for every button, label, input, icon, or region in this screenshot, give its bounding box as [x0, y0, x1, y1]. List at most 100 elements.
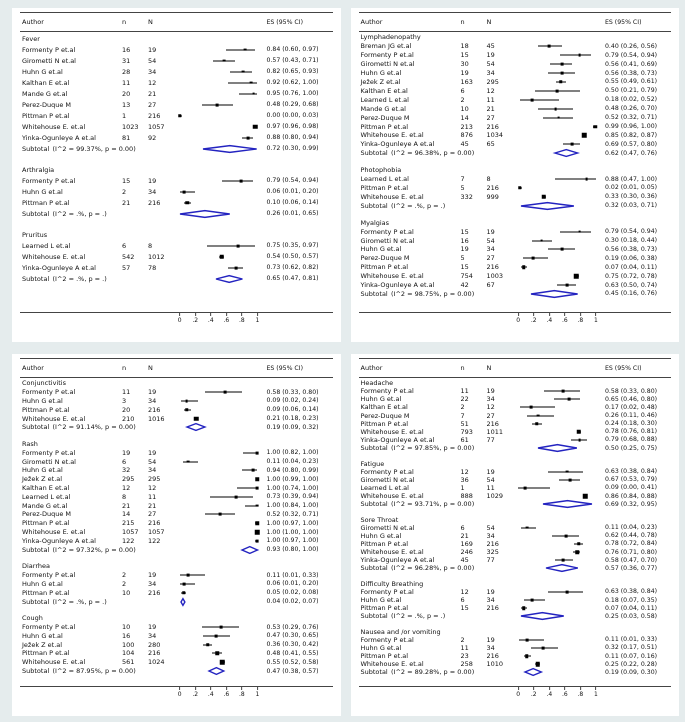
- axis-tick: .4: [208, 313, 214, 324]
- group-label-row: Pruritus: [20, 229, 333, 240]
- study-author: Learned L et.al: [22, 241, 71, 250]
- effect-size-marker: [565, 470, 569, 474]
- study-es-value: 0.05 (0.02, 0.08): [266, 589, 319, 597]
- study-n-value: 57: [122, 263, 131, 272]
- study-n-value: 16: [122, 45, 131, 54]
- group-spacer: [20, 285, 333, 313]
- axis-tick-label: .6: [561, 691, 568, 698]
- ci-plot-cell: [178, 423, 263, 432]
- effect-size-marker: [560, 248, 564, 251]
- effect-size-marker: [177, 113, 182, 118]
- study-n-value: 15: [460, 227, 469, 236]
- study-es-value: 0.55 (0.52, 0.58): [266, 658, 319, 666]
- column-header-row: Author n N ES (95% CI): [358, 12, 671, 32]
- study-N-value: 77: [486, 556, 495, 565]
- subtotal-diamond: [187, 424, 205, 431]
- study-author: Girometti N et.al: [360, 236, 415, 245]
- study-n-value: 12: [460, 587, 469, 596]
- axis-tick: .6: [562, 687, 568, 698]
- study-es-value: 0.88 (0.47, 1.00): [605, 175, 658, 183]
- ci-line: [244, 505, 258, 507]
- study-row: Girometti N et.al 6 54 0.11 (0.04, 0.23): [20, 457, 333, 466]
- study-n-value: 22: [460, 395, 469, 404]
- study-n-value: 163: [460, 77, 473, 86]
- subtotal-es-value: 0.25 (0.03, 0.58): [605, 612, 658, 620]
- study-row: Girometti N et.al 6 54 0.11 (0.04, 0.23): [359, 524, 672, 532]
- study-N-value: 34: [486, 596, 495, 604]
- study-es-value: 0.18 (0.02, 0.52): [605, 96, 658, 104]
- subtotal-label: Subtotal (I^2 = 96.28%, p = 0.00): [360, 564, 475, 573]
- column-header-N: N: [148, 18, 153, 26]
- x-axis: 0 .2 .4 .6 .8 1: [20, 686, 333, 710]
- study-author: Learned L et.al: [360, 95, 409, 104]
- group-spacer: [20, 675, 333, 686]
- effect-size-marker: [256, 486, 259, 490]
- study-es-value: 0.58 (0.47, 0.70): [605, 556, 658, 564]
- study-es-value: 0.57 (0.43, 0.71): [266, 57, 319, 65]
- axis-tick-mark: [579, 313, 581, 316]
- effect-size-marker: [182, 190, 186, 194]
- study-author: Formenty P et.al: [22, 176, 76, 185]
- ci-plot-cell: [177, 110, 263, 121]
- study-es-value: 0.54 (0.50, 0.57): [266, 253, 319, 261]
- effect-size-marker: [186, 573, 190, 577]
- study-N-value: 8: [148, 241, 153, 250]
- study-N-value: 19: [486, 227, 495, 236]
- study-row: Whitehouse E. et.al 258 1010 0.25 (0.22, 0.…: [359, 660, 672, 668]
- study-row: Formenty P et.al 19 19 1.00 (0.82, 1.00): [20, 449, 333, 458]
- study-n-value: 2: [460, 635, 465, 644]
- ci-plot-cell: [178, 597, 263, 606]
- x-axis-row: 0 .2 .4 .6 .8 1: [20, 313, 333, 336]
- study-es-value: 1.00 (0.84, 1.00): [266, 502, 319, 510]
- study-author: Pittman P et.al: [22, 649, 70, 658]
- study-row: Girometti N et.al 31 54 0.57 (0.43, 0.71): [20, 55, 333, 66]
- study-N-value: 54: [486, 475, 495, 484]
- subtotal-es-value: 0.04 (0.02, 0.07): [266, 598, 319, 606]
- study-es-value: 0.11 (0.04, 0.23): [266, 458, 319, 466]
- study-row: Whitehouse E. et.al 888 1029 0.86 (0.84, 0.…: [359, 492, 672, 500]
- study-es-value: 0.25 (0.22, 0.28): [605, 660, 658, 668]
- axis-tick-label: 1: [594, 317, 598, 324]
- column-header-es: ES (95% CI): [605, 364, 642, 372]
- study-N-value: 216: [486, 122, 499, 131]
- study-n-value: 10: [122, 588, 131, 597]
- effect-size-marker: [236, 244, 240, 248]
- ci-plot-cell: [178, 388, 263, 397]
- study-N-value: 34: [148, 466, 157, 475]
- study-es-value: 0.73 (0.39, 0.94): [266, 493, 319, 501]
- forest-plot-panel-lymphadenopathy-photophobia-myalgias: Author n N ES (95% CI) Lymphadenopathy Breman…: [350, 8, 679, 342]
- study-row: Huhn G et.al 11 34 0.32 (0.17, 0.51): [359, 644, 672, 652]
- ci-plot-cell: [178, 405, 263, 414]
- subtotal-es-value: 0.47 (0.38, 0.57): [266, 667, 319, 675]
- study-N-value: 216: [148, 405, 161, 414]
- ci-plot-cell: [517, 556, 602, 564]
- effect-size-marker: [256, 504, 259, 508]
- effect-size-marker: [574, 273, 579, 279]
- subtotal-es-value: 0.65 (0.47, 0.81): [266, 275, 319, 283]
- ci-plot-cell: [178, 44, 263, 55]
- study-N-value: 34: [486, 643, 495, 652]
- subtotal-es-value: 0.32 (0.03, 0.71): [605, 202, 658, 210]
- ci-line: [206, 245, 256, 247]
- group-label-row: Fatigue: [359, 459, 672, 468]
- effect-size-marker: [185, 201, 190, 205]
- axis-tick-mark: [533, 313, 535, 316]
- study-author: Huhn G et.al: [22, 187, 63, 196]
- study-row: Formenty P et.al 12 19 0.63 (0.38, 0.84): [359, 588, 672, 596]
- study-N-value: 19: [148, 448, 157, 457]
- study-author: Perez-Duque M: [360, 411, 410, 420]
- study-n-value: 11: [122, 388, 131, 397]
- effect-size-marker: [239, 179, 243, 183]
- study-n-value: 81: [122, 133, 131, 142]
- study-author: Kalthan E et.al: [360, 403, 408, 412]
- group-label: Conjunctivitis: [22, 379, 67, 388]
- effect-size-marker: [235, 495, 238, 499]
- subtotal-es-value: 0.26 (0.01, 0.65): [266, 210, 319, 218]
- effect-size-marker: [575, 550, 580, 554]
- study-es-value: 0.58 (0.33, 0.80): [266, 388, 319, 396]
- study-n-value: 122: [122, 536, 135, 545]
- subtotal-diamond: [521, 202, 574, 209]
- study-n-value: 16: [460, 236, 469, 245]
- ci-plot-cell: [178, 457, 263, 466]
- study-row: Learned L et.al 6 8 0.75 (0.35, 0.97): [20, 240, 333, 251]
